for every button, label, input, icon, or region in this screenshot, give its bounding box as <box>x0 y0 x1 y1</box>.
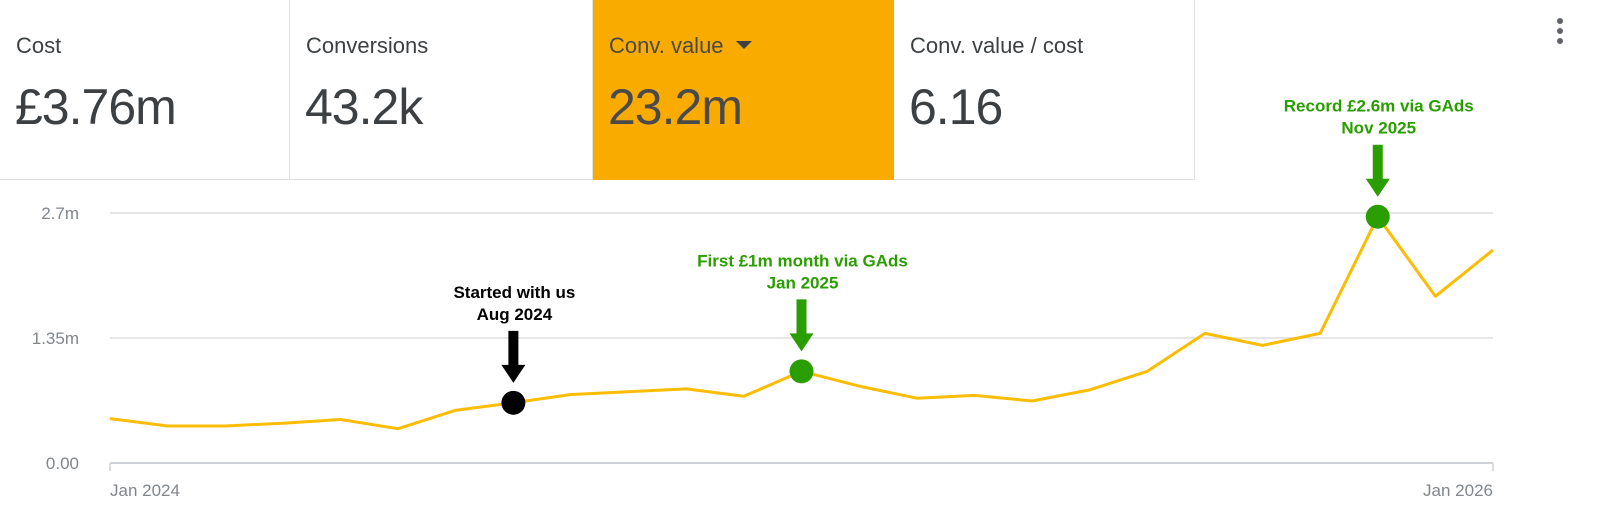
caret-down-icon[interactable] <box>735 41 752 50</box>
metric-label-row: Conv. value <box>609 33 752 59</box>
annotation-marker <box>501 390 526 415</box>
annotation-arrow <box>501 330 526 383</box>
annotation-arrow <box>1365 144 1390 197</box>
y-tick-label: 1.35m <box>32 329 79 348</box>
metric-card-cost[interactable]: Cost £3.76m <box>0 0 290 180</box>
annotation-label: Jan 2025 <box>767 273 839 292</box>
metric-value: £3.76m <box>15 79 177 135</box>
annotation-arrow <box>789 299 814 352</box>
metric-card-conv-value[interactable]: Conv. value 23.2m <box>593 0 894 180</box>
metric-label: Cost <box>16 33 62 58</box>
y-tick-label: 2.7m <box>41 204 79 223</box>
x-tick-label: Jan 2024 <box>110 481 180 500</box>
annotation-label: Started with us <box>453 283 575 302</box>
metric-label: Conversions <box>306 33 429 58</box>
metric-label: Conv. value <box>609 33 724 58</box>
metric-value: 43.2k <box>305 79 423 135</box>
annotation-marker <box>1365 204 1390 229</box>
annotation-label: Record £2.6m via GAds <box>1284 97 1474 116</box>
y-tick-label: 0.00 <box>46 454 79 473</box>
annotation-label: Aug 2024 <box>477 305 553 324</box>
metric-cards: Cost £3.76m Conversions 43.2k Conv. valu… <box>0 0 1200 180</box>
metric-value: 23.2m <box>608 79 743 135</box>
annotation-label: First £1m month via GAds <box>697 251 908 270</box>
x-tick-label: Jan 2026 <box>1423 481 1493 500</box>
annotation-marker <box>789 359 814 384</box>
metric-value: 6.16 <box>909 79 1003 135</box>
metric-card-conv-value-cost[interactable]: Conv. value / cost 6.16 <box>894 0 1195 180</box>
metric-card-conversions[interactable]: Conversions 43.2k <box>290 0 593 180</box>
annotation-label: Nov 2025 <box>1341 119 1416 138</box>
more-vert-icon[interactable] <box>1550 18 1570 52</box>
metric-label: Conv. value / cost <box>910 33 1084 58</box>
